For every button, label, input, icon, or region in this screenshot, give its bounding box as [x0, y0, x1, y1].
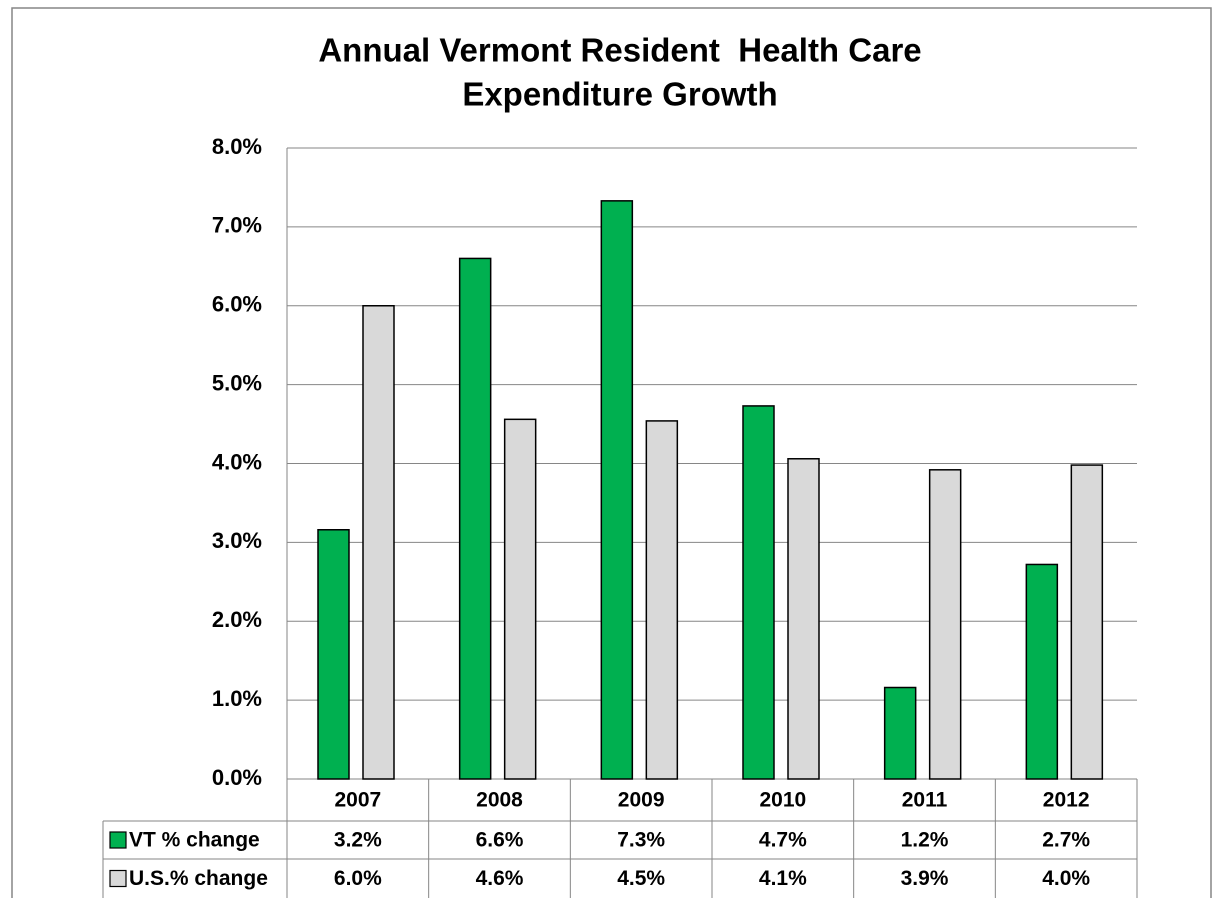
- table-value: 4.5%: [617, 867, 665, 890]
- y-tick-label: 4.0%: [212, 449, 262, 474]
- legend-label: VT % change: [129, 829, 260, 852]
- table-value: 6.6%: [476, 829, 524, 852]
- x-tick-label: 2010: [759, 789, 806, 812]
- bar: [645, 420, 679, 780]
- bar: [503, 418, 537, 780]
- y-tick-label: 6.0%: [212, 292, 262, 317]
- bar: [362, 305, 395, 780]
- x-tick-label: 2012: [1043, 789, 1090, 812]
- y-tick-label: 2.0%: [212, 607, 262, 632]
- table-value: 4.6%: [476, 867, 524, 890]
- y-tick-label: 0.0%: [212, 765, 262, 790]
- legend-swatch: [109, 831, 127, 849]
- y-tick-label: 1.0%: [212, 686, 262, 711]
- x-tick-label: 2007: [334, 789, 381, 812]
- table-value: 4.1%: [759, 867, 807, 890]
- table-value: 3.9%: [901, 867, 949, 890]
- legend-swatch: [109, 869, 127, 888]
- chart-title: Expenditure Growth: [462, 76, 777, 113]
- table-value: 4.7%: [759, 829, 807, 852]
- y-tick-label: 8.0%: [212, 134, 262, 159]
- bar: [883, 686, 917, 780]
- bar: [317, 529, 350, 780]
- x-tick-label: 2009: [618, 789, 665, 812]
- bar: [742, 405, 775, 780]
- chart-title: Annual Vermont Resident Health Care: [318, 32, 921, 69]
- bar: [1070, 464, 1104, 780]
- bar: [787, 458, 820, 780]
- y-tick-label: 5.0%: [212, 370, 262, 395]
- bar: [928, 469, 962, 780]
- bar: [600, 200, 634, 780]
- table-value: 1.2%: [901, 829, 949, 852]
- table-value: 6.0%: [334, 867, 382, 890]
- y-tick-label: 7.0%: [212, 213, 262, 238]
- bar: [458, 257, 492, 780]
- table-value: 4.0%: [1042, 867, 1090, 890]
- table-value: 2.7%: [1042, 829, 1090, 852]
- x-tick-label: 2011: [902, 789, 948, 812]
- table-value: 7.3%: [617, 829, 665, 852]
- x-tick-label: 2008: [476, 789, 523, 812]
- table-value: 3.2%: [334, 829, 382, 852]
- y-tick-label: 3.0%: [212, 528, 262, 553]
- bar: [1025, 563, 1059, 780]
- legend-label: U.S.% change: [129, 867, 268, 890]
